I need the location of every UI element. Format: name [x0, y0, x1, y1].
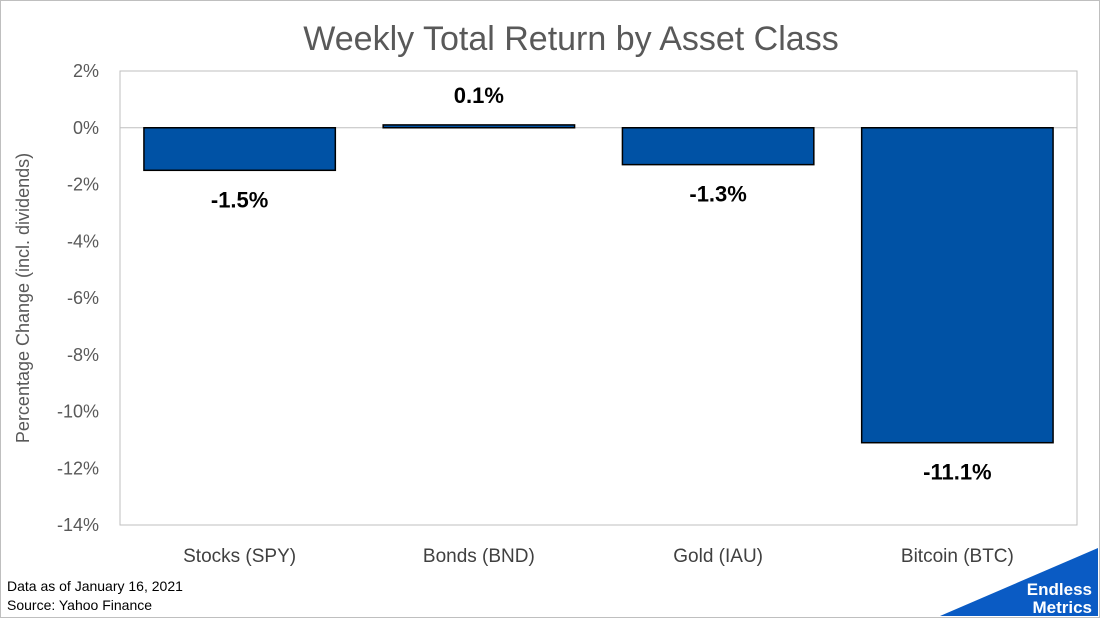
category-label: Stocks (SPY) — [183, 546, 296, 567]
data-label: -1.5% — [211, 187, 268, 212]
data-labels: -1.5% 0.1% -1.3% -11.1% — [211, 83, 992, 485]
data-label: -1.3% — [689, 182, 746, 207]
y-tick-label: -12% — [57, 458, 99, 478]
x-axis-categories: Stocks (SPY) Bonds (BND) Gold (IAU) Bitcoin… — [183, 546, 1014, 567]
y-tick-label: 2% — [73, 61, 99, 81]
y-tick-label: -10% — [57, 402, 99, 422]
date-note: Data as of January 16, 2021 — [7, 578, 183, 594]
logo-triangle — [940, 548, 1098, 616]
y-axis-ticks: 2% 0% -2% -4% -6% -8% -10% -12% -14% — [57, 61, 99, 535]
data-label: 0.1% — [454, 83, 504, 108]
y-tick-label: -2% — [67, 175, 99, 195]
category-label: Bitcoin (BTC) — [901, 546, 1014, 567]
bars — [143, 124, 1054, 444]
y-tick-label: 0% — [73, 118, 99, 138]
category-label: Gold (IAU) — [673, 546, 763, 567]
data-label: -11.1% — [923, 460, 992, 485]
bar — [621, 127, 815, 166]
logo-line-2: Metrics — [1032, 598, 1092, 617]
chart-title: Weekly Total Return by Asset Class — [303, 20, 838, 58]
bar — [143, 127, 337, 172]
y-tick-label: -14% — [57, 515, 99, 535]
bar — [860, 127, 1054, 444]
category-label: Bonds (BND) — [423, 546, 535, 567]
bar — [382, 124, 576, 129]
y-tick-label: -8% — [67, 345, 99, 365]
logo-line-1: Endless — [1027, 580, 1092, 599]
y-tick-label: -4% — [67, 231, 99, 251]
y-axis-label: Percentage Change (incl. dividends) — [13, 153, 33, 443]
source-note: Source: Yahoo Finance — [7, 597, 152, 613]
y-tick-label: -6% — [67, 288, 99, 308]
